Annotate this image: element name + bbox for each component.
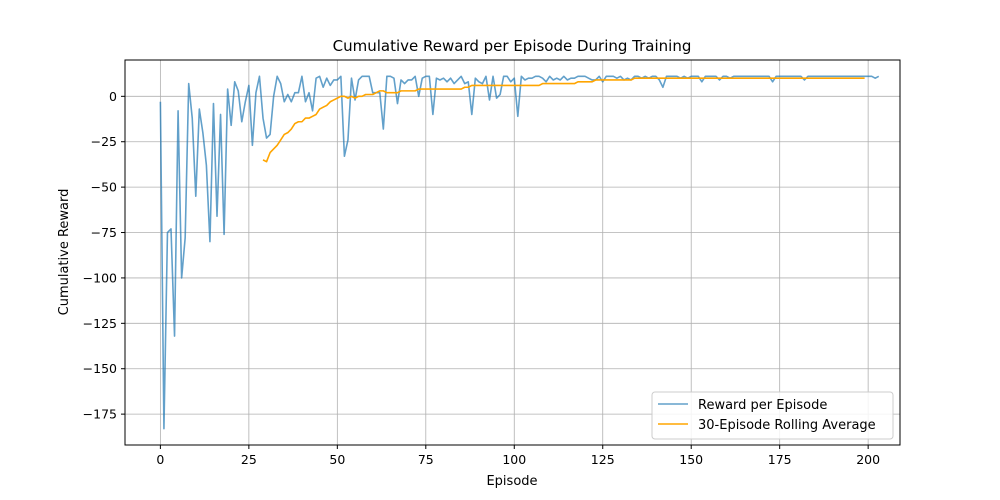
chart-title: Cumulative Reward per Episode During Tra… (333, 37, 692, 55)
y-tick-label: −25 (91, 134, 117, 149)
legend-label-rolling-average: 30-Episode Rolling Average (698, 418, 876, 433)
x-tick-label: 150 (679, 452, 703, 467)
legend-box (651, 391, 894, 440)
legend: Reward per Episode 30-Episode Rolling Av… (651, 391, 894, 440)
x-tick-label: 200 (856, 452, 880, 467)
series-line-rolling-average (262, 77, 865, 163)
y-tick-label: −125 (83, 316, 117, 331)
x-tick-label: 0 (156, 452, 164, 467)
x-tick-label: 100 (502, 452, 526, 467)
y-tick-label: 0 (109, 89, 117, 104)
y-tick-label: −100 (83, 270, 117, 285)
x-tick-label: 25 (241, 452, 257, 467)
x-tick-label: 50 (329, 452, 345, 467)
grid (125, 60, 900, 445)
y-axis-label: Cumulative Reward (57, 189, 72, 316)
y-tick-label: −50 (91, 180, 117, 195)
y-tick-label: −175 (83, 407, 117, 422)
y-tick-label: −75 (91, 225, 117, 240)
series-layer (159, 75, 880, 430)
ticks: 0 25 50 75 100 125 150 175 200 0 −25 −50 −75 −100 −125… (83, 89, 880, 467)
x-axis-label: Episode (486, 474, 537, 489)
series-line-reward-per-episode (159, 75, 880, 430)
x-tick-label: 75 (418, 452, 434, 467)
y-tick-label: −150 (83, 361, 117, 376)
x-tick-label: 175 (768, 452, 792, 467)
legend-label-reward: Reward per Episode (698, 398, 827, 413)
x-tick-label: 125 (591, 452, 615, 467)
plot-frame (124, 59, 901, 446)
